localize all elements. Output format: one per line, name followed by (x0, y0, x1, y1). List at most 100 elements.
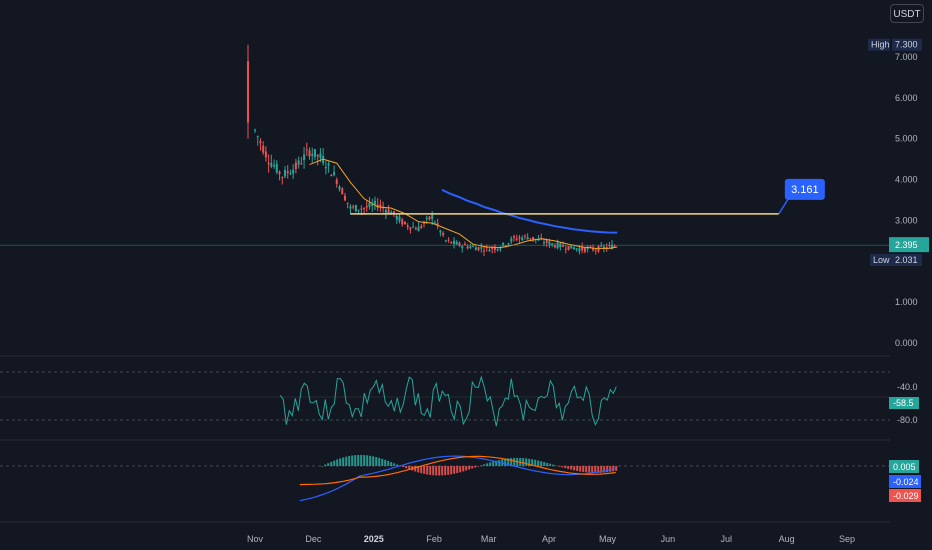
candle-body (439, 230, 442, 233)
macd-histogram-bar (408, 466, 411, 470)
macd-pane[interactable] (0, 454, 890, 502)
macd-signal-value: -0.029 (893, 491, 919, 501)
candle-body (354, 205, 357, 212)
price-pane[interactable]: 3.161 (0, 44, 890, 256)
price-tick-label: 1.000 (895, 297, 918, 307)
candle-body (262, 145, 265, 153)
candle-body (300, 163, 303, 165)
macd-histogram-bar (561, 466, 564, 468)
macd-hist-box (889, 460, 919, 473)
candle-body (488, 249, 491, 252)
candle-body (545, 240, 548, 244)
macd-histogram-bar (456, 466, 459, 474)
candle-body (442, 232, 445, 236)
macd-histogram-bar (540, 461, 543, 466)
oscillator-pane[interactable] (0, 371, 890, 427)
price-tick-label: 3.000 (895, 215, 918, 225)
candle-body (275, 163, 278, 173)
macd-histogram-bar (405, 466, 408, 469)
candle-body (376, 204, 379, 208)
candle-body (570, 244, 573, 249)
candle-body (605, 247, 608, 249)
price-tick-label: 4.000 (895, 175, 918, 185)
candle-body (264, 151, 267, 158)
macd-histogram-bar (609, 466, 612, 472)
candle-body (513, 236, 515, 238)
osc-tick-label: -40.0 (897, 382, 918, 392)
macd-histogram-bar (477, 466, 480, 467)
candle-body (592, 248, 595, 251)
candle-body (406, 225, 409, 228)
callout-pointer (778, 197, 790, 215)
macd-histogram-bar (495, 460, 498, 466)
candle-body (349, 206, 352, 209)
macd-histogram-bar (444, 466, 447, 476)
time-axis-label: Nov (247, 534, 264, 544)
candle-body (433, 222, 436, 224)
osc-current-box (889, 397, 919, 409)
candle-body (335, 179, 338, 184)
candles (247, 44, 616, 256)
candle-body (324, 166, 327, 169)
candle-body (447, 239, 450, 241)
candle-body (289, 173, 292, 175)
moving-average-long (441, 188, 618, 234)
candle-body (270, 163, 273, 167)
macd-histogram-bar (435, 466, 438, 476)
macd-histogram-bar (480, 465, 483, 466)
candle-body (444, 240, 447, 242)
currency-button[interactable]: USDT (890, 4, 924, 23)
macd-histogram-bar (537, 460, 540, 466)
candle-body (477, 247, 480, 251)
candle-body (431, 214, 434, 220)
candle-body (578, 248, 581, 252)
last-price-value: 2.395 (895, 240, 918, 250)
macd-histogram-bar (498, 459, 501, 466)
candle-body (575, 248, 578, 250)
candle-body (485, 247, 488, 249)
candle-body (608, 245, 611, 247)
candle-body (393, 211, 396, 215)
macd-histogram-bar (441, 466, 444, 476)
candle-body (450, 241, 453, 244)
macd-histogram-bar (552, 464, 555, 466)
candle-body (428, 216, 431, 220)
macd-histogram-bar (615, 466, 618, 471)
candle-body (297, 160, 300, 165)
time-axis-label: May (599, 534, 617, 544)
candle-body (283, 169, 286, 177)
macd-histogram-bar (489, 462, 492, 466)
macd-histogram-bar (342, 457, 345, 466)
macd-histogram-bar (606, 466, 609, 473)
candle-body (409, 227, 412, 230)
candle-body (313, 149, 316, 157)
candle-body (308, 150, 311, 157)
macd-histogram-bar (327, 463, 330, 466)
low-value: 2.031 (895, 255, 918, 265)
candle-body (472, 246, 475, 248)
candle-body (346, 202, 349, 204)
candle-body (247, 61, 249, 123)
macd-histogram-bar (402, 466, 405, 468)
time-axis-label: Feb (426, 534, 442, 544)
macd-histogram-bar (357, 454, 360, 466)
macd-histogram-bar (354, 455, 357, 466)
candle-body (463, 243, 466, 246)
candle-body (586, 247, 589, 250)
macd-histogram-bar (534, 459, 537, 466)
macd-histogram-bar (381, 458, 384, 466)
macd-histogram-bar (423, 466, 426, 474)
candle-body (483, 250, 486, 252)
low-value-box (892, 254, 922, 267)
candle-body (420, 225, 423, 228)
macd-histogram-bar (486, 463, 489, 466)
candle-body (267, 162, 270, 165)
candle-body (292, 169, 295, 174)
candle-body (281, 176, 284, 178)
macd-histogram-bar (330, 461, 333, 466)
time-axis-label: Apr (542, 534, 556, 544)
candle-body (273, 165, 276, 167)
candle-body (371, 204, 374, 206)
time-axis-label: 2025 (364, 534, 384, 544)
